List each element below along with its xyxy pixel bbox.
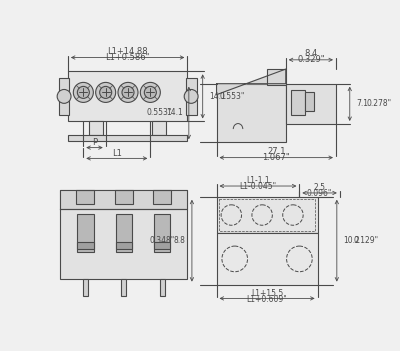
Text: 2.5: 2.5	[314, 183, 326, 192]
Bar	[121, 279, 126, 296]
Text: 10.2: 10.2	[343, 236, 360, 245]
Bar	[83, 279, 88, 296]
Text: 0.278": 0.278"	[367, 99, 392, 108]
Bar	[160, 279, 165, 296]
Text: 27.1: 27.1	[267, 147, 286, 156]
Text: 0.348": 0.348"	[150, 236, 175, 245]
Text: L1+0.609": L1+0.609"	[247, 295, 288, 304]
Circle shape	[100, 86, 112, 98]
Circle shape	[96, 82, 116, 102]
Text: P: P	[92, 138, 97, 147]
Bar	[216, 84, 286, 142]
Bar	[60, 209, 187, 279]
Text: L1+0.586": L1+0.586"	[106, 53, 150, 62]
Text: 8.8: 8.8	[174, 236, 186, 245]
Text: 0.553": 0.553"	[220, 92, 245, 101]
Text: 0.096": 0.096"	[307, 189, 332, 198]
Bar	[116, 213, 132, 252]
Bar	[77, 213, 94, 252]
Text: L1+15.5: L1+15.5	[251, 289, 283, 298]
Text: 8.4: 8.4	[304, 49, 318, 58]
Text: L1-1.1: L1-1.1	[246, 176, 270, 185]
Bar	[90, 121, 103, 135]
Circle shape	[77, 86, 89, 98]
Bar	[290, 90, 305, 115]
Bar	[68, 71, 187, 121]
Text: 0.329": 0.329"	[297, 55, 324, 64]
Bar	[153, 190, 171, 204]
Circle shape	[140, 82, 160, 102]
Text: 14.1: 14.1	[209, 92, 226, 101]
Bar	[68, 135, 187, 141]
Bar	[59, 78, 70, 115]
Text: 1.067": 1.067"	[262, 153, 290, 162]
Bar	[76, 190, 94, 204]
Bar	[267, 69, 286, 85]
Polygon shape	[60, 190, 187, 209]
Bar	[154, 243, 170, 250]
Text: L1-0.045": L1-0.045"	[240, 182, 276, 191]
Bar	[152, 121, 166, 135]
Text: L1+14.88: L1+14.88	[107, 47, 148, 56]
Text: L1: L1	[112, 148, 122, 158]
Circle shape	[73, 82, 93, 102]
Circle shape	[144, 86, 156, 98]
Bar	[154, 213, 170, 252]
Bar	[77, 243, 94, 250]
Bar	[186, 78, 196, 115]
Circle shape	[57, 90, 71, 103]
Bar	[305, 92, 314, 111]
Bar	[216, 197, 318, 233]
Text: 0.129": 0.129"	[354, 236, 379, 245]
Bar	[219, 199, 315, 231]
Circle shape	[118, 82, 138, 102]
Polygon shape	[216, 69, 286, 95]
Bar	[115, 190, 133, 204]
Bar	[116, 243, 132, 250]
Bar	[286, 84, 336, 124]
Text: 0.553": 0.553"	[146, 108, 172, 118]
Text: 7.1: 7.1	[356, 99, 368, 108]
Circle shape	[122, 86, 134, 98]
Text: 14.1: 14.1	[166, 108, 183, 118]
Circle shape	[184, 90, 198, 103]
Bar	[216, 233, 318, 285]
